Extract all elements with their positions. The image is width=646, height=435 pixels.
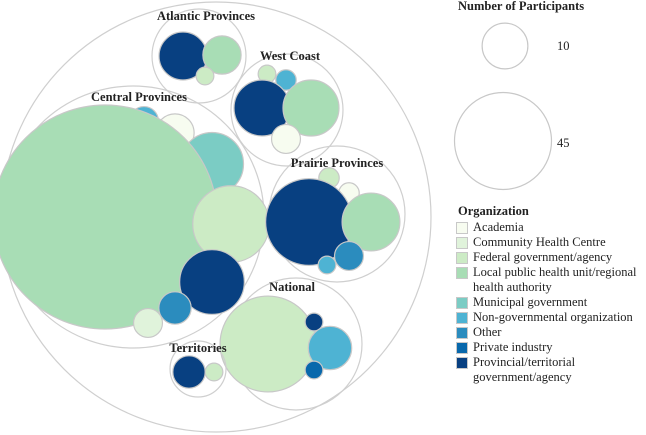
legend-swatch [456, 237, 468, 250]
legend-item-other: Other [456, 325, 646, 340]
legend-label: Municipal government [473, 294, 588, 309]
legend-label: Academia [473, 220, 524, 234]
legend-item-federal-government-agency: Federal government/agency [456, 250, 646, 265]
legend-item-municipal-government: Municipal government [456, 295, 646, 310]
bubble-west-coast-local-public-health-unit-regional-health-authority [282, 79, 340, 137]
legend-swatch [456, 267, 468, 280]
group-circle-territories [169, 340, 227, 398]
bubble-central-provinces-provincial-territorial-government-agency [179, 249, 245, 315]
legend-item-academia: Academia [456, 220, 646, 235]
legend-swatch [456, 222, 468, 234]
group-label-national: National [269, 280, 315, 294]
legend-swatch [456, 342, 468, 355]
bubble-national-non-governmental-organization [307, 325, 353, 371]
bubble-prairie-provinces-other [333, 240, 365, 272]
bubble-national-federal-government-agency [219, 295, 317, 393]
bubble-west-coast-non-governmental-organization [275, 69, 297, 91]
size-legend-title: Number of Participants [458, 0, 585, 13]
bubble-atlantic-provinces-federal-government-agency [195, 66, 215, 86]
legend-item-community-health-centre: Community Health Centre [456, 235, 646, 250]
legend-title: Organization [458, 204, 529, 218]
bubble-territories-provincial-territorial-government-agency [172, 355, 206, 389]
group-label-territories: Territories [169, 341, 226, 355]
legend-swatch [456, 357, 468, 370]
bubble-prairie-provinces-non-governmental-organization [317, 255, 337, 275]
bubble-prairie-provinces-local-public-health-unit-regional-health-authority [341, 192, 401, 252]
size-legend-label-10: 10 [557, 39, 570, 53]
legend-label: Provincial/territorial government/agency [473, 355, 576, 384]
size-legend-label-45: 45 [557, 136, 570, 150]
legend-item-private-industry: Private industry [456, 340, 646, 355]
size-legend-circle-10 [481, 22, 529, 70]
legend-label: Community Health Centre [473, 235, 606, 250]
legend-item-provincial-territorial-government-agency: Provincial/territorial government/agency [456, 355, 646, 384]
bubble-national-provincial-territorial-government-agency [304, 312, 324, 332]
legend-swatch [456, 327, 468, 340]
bubble-territories-federal-government-agency [204, 362, 224, 382]
legend-swatch [456, 296, 468, 309]
group-label-central-provinces: Central Provinces [91, 90, 187, 104]
legend-swatch [456, 312, 468, 325]
legend-label: Other [473, 325, 502, 340]
group-label-prairie-provinces: Prairie Provinces [291, 156, 384, 170]
legend-item-non-governmental-organization: Non-governmental organization [456, 310, 646, 325]
bubble-central-provinces-other [158, 291, 192, 325]
legend-label: Non-governmental organization [473, 310, 633, 325]
bubble-national-private-industry [304, 360, 324, 380]
bubble-west-coast-academia [270, 123, 302, 155]
bubble-central-provinces-community-health-centre [132, 307, 164, 339]
legend-swatch [456, 252, 468, 265]
group-label-atlantic-provinces: Atlantic Provinces [157, 9, 255, 23]
legend-label: Private industry [473, 340, 553, 355]
legend-label: Federal government/agency [473, 250, 613, 265]
group-circle-atlantic-provinces [151, 8, 247, 104]
legend: Academia Community Health Centre Federal g… [456, 220, 646, 385]
bubble-atlantic-provinces-local-public-health-unit-regional-health-authority [202, 35, 242, 75]
legend-label: Local public health unit/regional health… [473, 265, 637, 294]
group-circle-west-coast [230, 53, 344, 167]
legend-item-local-public-health-unit-regional-health-authority: Local public health unit/regional health… [456, 265, 646, 294]
group-label-west-coast: West Coast [260, 49, 321, 63]
size-legend-circle-45 [453, 91, 553, 191]
